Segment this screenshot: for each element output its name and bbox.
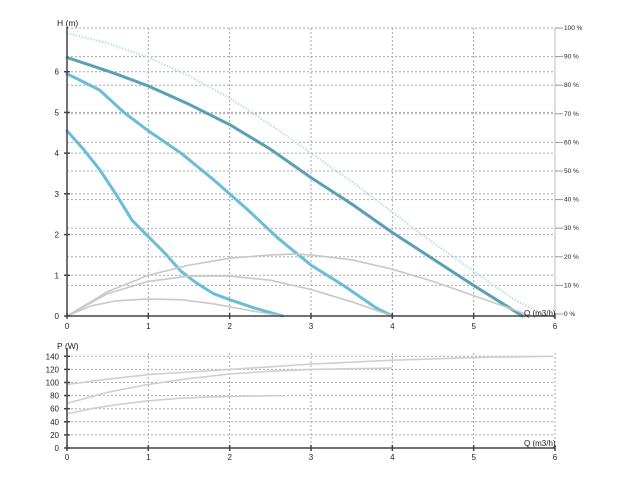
head-curve-1 (65, 72, 394, 318)
max_efficiency-curve-6 (66, 31, 548, 317)
power-x-tick-label: 2 (227, 453, 232, 462)
power-curve-2 (66, 394, 283, 415)
head-chart (64, 27, 563, 319)
efficiency-tick-label: 40 % (564, 197, 579, 204)
head-x-tick-label: 1 (146, 322, 151, 331)
power-y-tick-label: 140 (46, 352, 60, 361)
power-y-tick-label: 0 (55, 444, 60, 453)
head-x-axis-title: Q (m3/h) (524, 309, 556, 318)
power-curve-1 (66, 367, 393, 405)
power-x-tick-label: 6 (553, 453, 558, 462)
head-x-tick-label: 4 (390, 322, 395, 331)
efficiency-tick-label: 80 % (564, 82, 579, 89)
power-x-axis-title: Q (m3/h) (524, 439, 556, 448)
efficiency-tick-label: 0 % (564, 311, 575, 318)
head-curve-2 (65, 129, 284, 318)
power-y-tick-label: 120 (46, 365, 60, 374)
efficiency-tick-label: 10 % (564, 282, 579, 289)
efficiency-tick-label: 70 % (564, 111, 579, 118)
power-y-tick-label: 20 (50, 431, 59, 440)
head-y-tick-label: 1 (55, 271, 60, 280)
head-x-tick-label: 0 (65, 322, 70, 331)
head-y-axis-title: H (m) (57, 18, 78, 28)
head-y-tick-label: 5 (55, 108, 60, 117)
power-x-tick-label: 4 (390, 453, 395, 462)
efficiency-curve-4 (66, 275, 393, 317)
efficiency-tick-label: 60 % (564, 139, 579, 146)
power-y-tick-label: 60 (50, 405, 59, 414)
power-y-tick-label: 100 (46, 378, 60, 387)
power-chart (64, 348, 556, 451)
efficiency-tick-label: 50 % (564, 168, 579, 175)
head-curve-0 (65, 56, 524, 318)
efficiency-tick-label: 90 % (564, 54, 579, 61)
efficiency-tick-label: 30 % (564, 225, 579, 232)
head-x-tick-label: 6 (553, 322, 558, 331)
head-y-tick-label: 0 (55, 312, 60, 321)
efficiency-curve-3 (66, 253, 531, 317)
head-x-tick-label: 3 (309, 322, 314, 331)
power-x-tick-label: 3 (309, 453, 314, 462)
head-y-tick-label: 2 (55, 231, 60, 240)
head-y-tick-label: 6 (55, 68, 60, 77)
head-x-tick-label: 2 (227, 322, 232, 331)
head-x-tick-label: 5 (471, 322, 476, 331)
efficiency-curve-5 (66, 298, 283, 317)
power-y-tick-label: 40 (50, 418, 59, 427)
head-y-tick-label: 3 (55, 190, 60, 199)
power-x-tick-label: 0 (65, 453, 70, 462)
power-x-tick-label: 1 (146, 453, 151, 462)
power-y-tick-label: 80 (50, 392, 59, 401)
power-x-tick-label: 5 (471, 453, 476, 462)
efficiency-tick-label: 100 % (564, 25, 583, 32)
power-curve-0 (66, 355, 551, 386)
head-y-tick-label: 4 (55, 149, 60, 158)
power-y-axis-title: P (W) (57, 341, 79, 351)
efficiency-tick-label: 20 % (564, 254, 579, 261)
